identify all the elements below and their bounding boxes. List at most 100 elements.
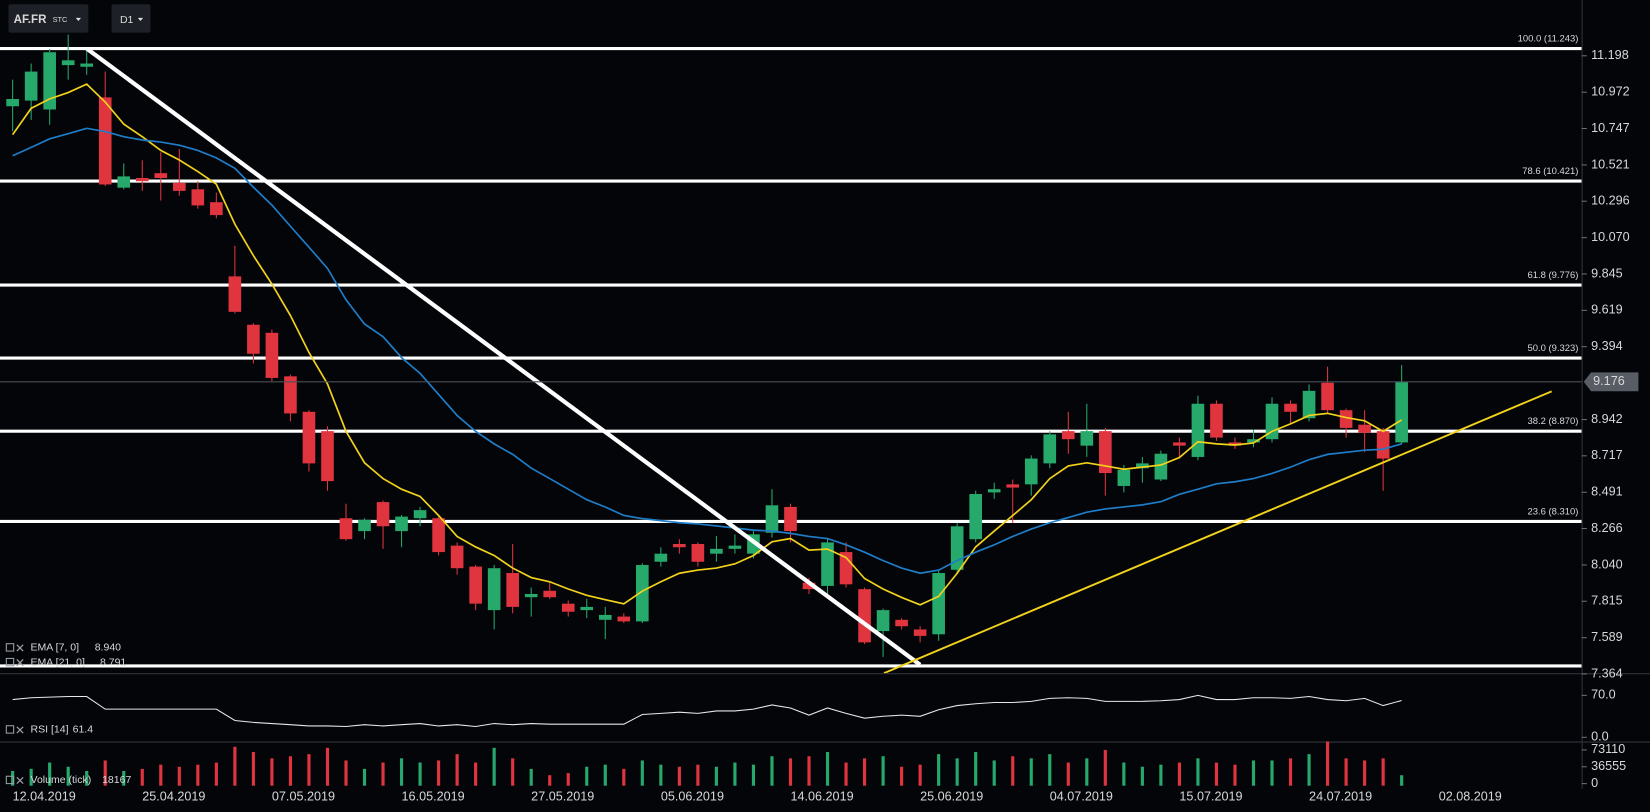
candle-body (376, 502, 390, 527)
candle-body (1043, 434, 1057, 464)
fib-label: 100.0 (11.243) (1518, 34, 1579, 45)
candle-body (654, 553, 668, 562)
volume-bar (844, 762, 848, 786)
volume-bar (1251, 760, 1256, 786)
volume-bar (1122, 762, 1126, 786)
symbol-selector[interactable] (8, 4, 89, 33)
volume-bar (177, 766, 181, 786)
overlay: AF.FR STC D1 (8, 4, 151, 33)
candle-body (1191, 403, 1205, 457)
y-tick-label: 8.266 (1591, 521, 1623, 535)
candle-body (1173, 442, 1186, 446)
volume-bar (659, 764, 663, 786)
candle-body (1006, 484, 1020, 488)
candle-body (98, 97, 112, 185)
volume-bar (585, 766, 589, 786)
volume-bar (233, 746, 237, 786)
candle-body (24, 71, 38, 101)
volume-bar (418, 762, 422, 786)
candle-body (913, 629, 927, 636)
y-tick-label: 8.942 (1591, 412, 1623, 426)
candle-body (1061, 431, 1075, 440)
y-tick-label: 9.845 (1591, 266, 1623, 280)
volume-bar (900, 766, 904, 786)
volume-bar (1103, 749, 1107, 786)
volume-bar (714, 766, 718, 786)
y-tick-label: 0 (1591, 776, 1598, 790)
candle-body (154, 173, 168, 179)
volume-bar (1159, 764, 1163, 786)
volume-bar (1196, 758, 1200, 786)
volume-bar (770, 756, 774, 786)
instrument-type: STC (53, 15, 68, 24)
volume-bar (381, 762, 385, 786)
volume-bar (1381, 758, 1385, 786)
candle-body (469, 566, 482, 604)
volume-bar (1177, 762, 1181, 786)
volume-bar (1085, 758, 1089, 786)
candle-body (1284, 403, 1297, 412)
candle-body (673, 544, 686, 548)
legend-name: RSI [14] (31, 724, 69, 736)
volume-bar (955, 758, 959, 786)
candle-body (395, 516, 408, 532)
candle-body (1339, 410, 1353, 428)
candle-body (691, 544, 705, 562)
candle-body (1321, 382, 1334, 411)
legend-value: 18167 (102, 774, 131, 786)
candle-body (1080, 431, 1094, 446)
volume-bar (1307, 754, 1311, 786)
volume-bar (511, 758, 515, 786)
candle-body (61, 60, 75, 66)
y-tick-label: 73110 (1591, 742, 1625, 756)
volume-bar (196, 764, 200, 786)
volume-bar (1140, 766, 1144, 786)
volume-bar (270, 758, 274, 786)
candle-body (1024, 458, 1038, 485)
candle-body (432, 518, 445, 553)
timeframe-selector[interactable] (111, 4, 151, 33)
volume-bar (362, 768, 367, 786)
candle-body (228, 276, 242, 312)
volume-bar (325, 747, 330, 786)
x-tick-label: 25.06.2019 (920, 790, 983, 804)
volume-bar (788, 758, 793, 786)
candle-body (1210, 403, 1223, 438)
volume-bar (474, 762, 478, 786)
legend-close (16, 776, 24, 785)
volume-bar (1233, 764, 1237, 786)
volume-bar (85, 770, 89, 786)
volume-bar (974, 752, 978, 786)
x-tick-label: 15.07.2019 (1179, 790, 1242, 804)
legend-icon (5, 643, 15, 652)
candle-body (265, 332, 279, 378)
x-tick-label: 27.05.2019 (531, 790, 594, 804)
candle-body (1358, 424, 1371, 433)
volume-bar (214, 762, 218, 786)
x-tick-label: 16.05.2019 (402, 790, 465, 804)
candle-body (506, 573, 519, 607)
volume-bar (29, 768, 33, 786)
legend-value: 8.791 (100, 656, 126, 668)
x-tick-label: 07.05.2019 (272, 790, 335, 804)
x-tick-label: 05.06.2019 (661, 790, 724, 804)
legend-value: 61.4 (73, 724, 94, 736)
candle-body (821, 542, 834, 586)
fib-label: 23.6 (8.310) (1527, 506, 1578, 517)
volume-bar (1344, 758, 1348, 786)
candle-body (728, 545, 742, 549)
x-tick-label: 14.06.2019 (790, 790, 853, 804)
symbol: AF.FR (14, 14, 47, 26)
y-tick-label: 9.619 (1591, 303, 1623, 317)
candle-body (210, 202, 223, 216)
candle-body (172, 182, 186, 191)
candle-body (932, 573, 945, 635)
legend-close (16, 726, 24, 734)
y-tick-label: 10.521 (1591, 157, 1630, 171)
dropdown-arrow (75, 17, 82, 22)
y-tick-label: 8.040 (1591, 557, 1623, 571)
ema-line (12, 127, 1402, 575)
candle-body (858, 589, 871, 643)
